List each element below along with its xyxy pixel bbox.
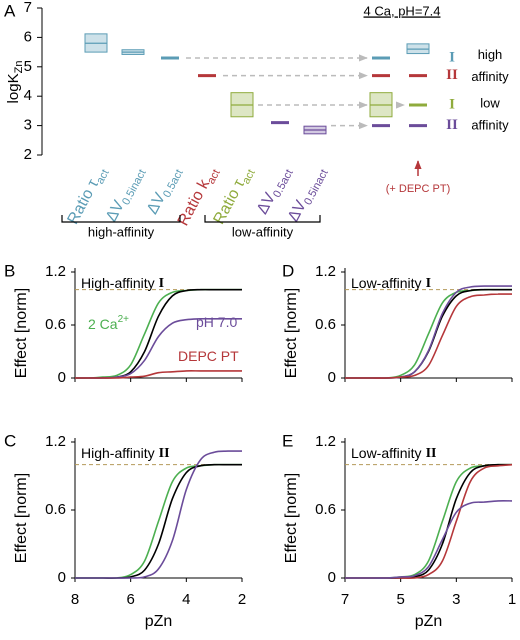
y-tick-label: 1.2 [315,433,336,450]
panel-title: High-affinity I [81,275,164,292]
category-sub: 0.5act [271,167,296,199]
y-tick-label: 1.2 [315,263,336,280]
panel-letter: D [282,261,294,280]
panel-letter: A [4,1,16,20]
curve [74,288,242,379]
y-axis-label: Effect [norm] [13,473,30,563]
y-tick-label: 0 [328,569,336,586]
y-label-main: logK [5,73,22,103]
row-numeral: I [449,49,455,65]
category-label: ΔV0.5act [144,164,185,219]
row-numeral: II [446,67,458,83]
annotation: pH 7.0 [196,314,237,330]
panel-letter: E [282,431,293,450]
annotation-text: DEPC PT [178,348,239,364]
y-tick-label: 0.6 [45,501,66,518]
row-group-label: affinity [471,118,509,133]
panel-title-text: High-affinity [81,275,155,291]
panel-title: Low-affinity I [351,275,431,292]
panel-title-numeral: I [426,276,431,291]
panel-title-text: Low-affinity [351,445,422,461]
y-axis-label: Effect [norm] [283,288,300,378]
curve [344,293,513,379]
category-sub: 0.5inact [302,167,331,207]
x-tick-label: 8 [71,591,79,608]
x-tick-label: 2 [238,591,246,608]
category-sub: 0.5act [161,167,186,199]
x-tick-label: 3 [452,591,460,608]
y-tick-label: 6 [24,28,32,45]
annotation-sup: 2+ [118,314,130,325]
annotation: DEPC PT [178,348,239,364]
y-tick-label: 7 [24,0,32,16]
y-tick-label: 0.6 [315,501,336,518]
row-numeral: II [446,117,458,133]
y-tick-label: 0 [58,569,66,586]
panel-title: Low-affinity II [351,445,436,462]
panel-title-text: High-affinity [81,445,155,461]
panel-title-numeral: II [159,446,170,461]
x-tick-label: 1 [508,591,516,608]
bracket-label: high-affinity [88,224,155,239]
category-sub: 0.5inact [120,167,149,207]
category-label: Ratio τact [65,164,112,229]
y-label-sub: Zn [13,61,25,74]
panel-title-numeral: II [426,446,437,461]
x-tick-label: 6 [126,591,134,608]
curve [74,370,242,379]
y-tick-label: 3 [24,117,32,134]
curve [345,463,513,579]
bracket-label: low-affinity [232,224,294,239]
panel-title-text: Low-affinity [351,275,422,291]
panel-title: High-affinity II [81,445,170,462]
y-tick-label: 0 [328,369,336,386]
y-axis-label: Effect [norm] [13,288,30,378]
annotation-text: 2 Ca [88,316,118,332]
row-group-label: low [480,96,500,111]
annotation-text: pH 7.0 [196,314,237,330]
y-tick-label: 0.6 [315,316,336,333]
category-main: Ratio τ [65,176,103,227]
row-group-label: high [478,47,503,62]
y-tick-label: 0.6 [45,316,66,333]
curve [75,463,242,580]
panel-title-numeral: I [159,276,164,291]
x-tick-label: 5 [396,591,404,608]
y-axis-label: logKZn [5,61,25,104]
y-tick-label: 2 [24,146,32,163]
annotation: (+ DEPC PT) [386,183,450,195]
y-tick-label: 0 [58,369,66,386]
x-tick-label: 4 [182,591,190,608]
y-tick-label: 1.2 [45,263,66,280]
curve [345,500,513,579]
row-group-label: affinity [471,69,509,84]
panel-letter: C [4,431,16,450]
category-main: Ratio k [175,176,214,229]
bracket [61,215,181,223]
annotation: 2 Ca2+ [88,314,129,332]
y-axis-label: Effect [norm] [283,473,300,563]
row-numeral: I [449,96,455,112]
panel-letter: B [4,261,15,280]
x-axis-label: pZn [415,613,443,630]
header: 4 Ca, pH=7.4 [364,3,441,18]
curve [75,450,243,579]
x-tick-label: 7 [341,591,349,608]
y-tick-label: 5 [24,58,32,75]
y-tick-label: 1.2 [45,433,66,450]
x-axis-label: pZn [145,613,173,630]
bracket [204,215,321,223]
y-tick-label: 4 [24,87,32,104]
